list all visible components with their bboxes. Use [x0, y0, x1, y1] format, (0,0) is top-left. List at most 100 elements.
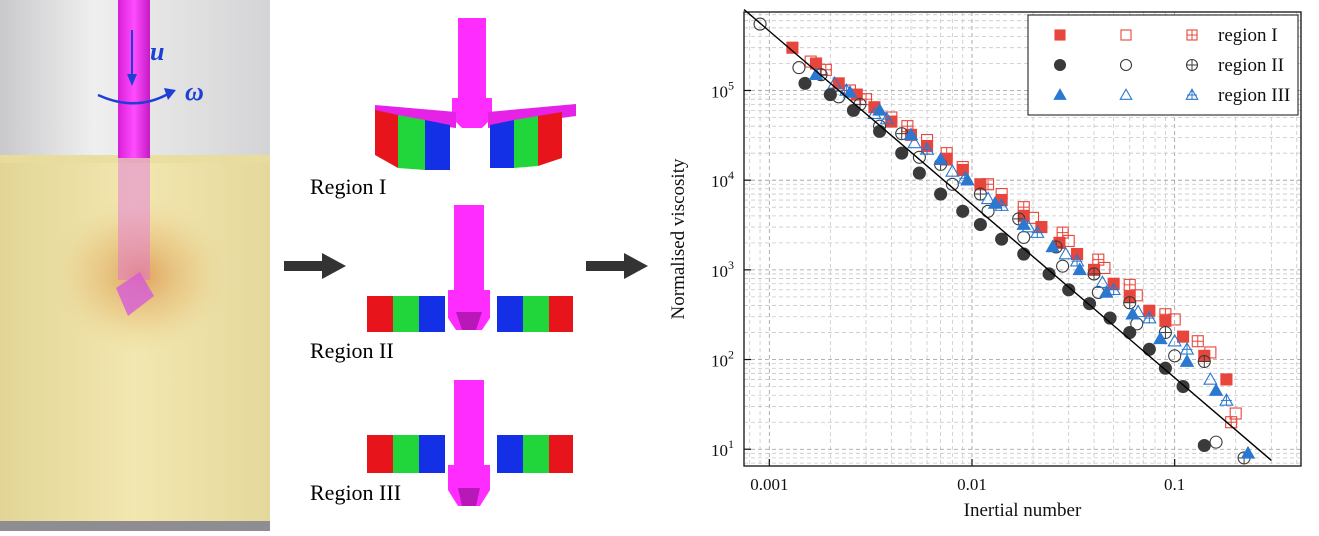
data-point — [973, 217, 987, 232]
marker-shape — [873, 119, 887, 133]
marker-shape — [895, 146, 909, 160]
data-point — [1191, 335, 1204, 348]
data-point — [995, 232, 1009, 246]
data-point — [1179, 341, 1195, 355]
data-point — [1185, 88, 1199, 100]
data-point — [1120, 29, 1132, 41]
region-schematics: Region I Region II Region III — [280, 0, 590, 531]
y-tick-label: 105 — [711, 78, 734, 101]
marker-shape — [1058, 246, 1073, 260]
marker-shape — [885, 111, 898, 124]
data-point — [1142, 342, 1156, 356]
y-tick-exponent: 1 — [728, 437, 734, 451]
marker-shape — [956, 163, 969, 176]
rotation-arrow — [97, 92, 169, 105]
data-point — [907, 135, 922, 149]
region-three-label: Region III — [310, 480, 401, 505]
data-point — [1197, 354, 1211, 369]
marker-shape — [1072, 262, 1087, 276]
data-point — [912, 150, 926, 164]
marker-shape — [1179, 354, 1195, 367]
region-one-diagram — [375, 18, 576, 170]
data-point — [1017, 201, 1030, 214]
marker-shape — [1130, 317, 1144, 331]
marker-shape — [1119, 58, 1133, 72]
data-point — [1069, 253, 1085, 267]
data-point — [1158, 325, 1172, 340]
data-point — [981, 178, 995, 191]
x-tick-label: 0.01 — [957, 475, 987, 494]
marker-shape — [933, 152, 948, 165]
data-point — [1045, 239, 1060, 253]
marker-shape — [1017, 230, 1031, 244]
marker-shape — [1130, 289, 1143, 302]
data-point — [1229, 407, 1242, 420]
data-point — [1177, 330, 1190, 343]
axes: 0.001 0.01 0.1 101 102 103 104 105 — [711, 11, 1302, 494]
data-point — [1240, 445, 1256, 459]
data-point — [1209, 435, 1223, 449]
marker-shape — [1177, 330, 1190, 343]
data-point — [1042, 267, 1056, 281]
data-point — [867, 106, 882, 120]
marker-shape — [798, 76, 812, 90]
data-point — [1087, 267, 1101, 281]
cylinder-base — [0, 521, 270, 531]
data-point — [1179, 354, 1195, 367]
marker-shape — [1087, 267, 1101, 281]
data-point — [1185, 58, 1199, 72]
data-point — [1056, 226, 1069, 239]
data-point — [1123, 278, 1136, 291]
region-diagram: Region I Region II Region III — [310, 18, 576, 506]
x-axis-title: Inertial number — [964, 500, 1082, 521]
data-point — [1030, 225, 1045, 239]
data-point — [1021, 219, 1036, 233]
marker-shape — [995, 232, 1009, 246]
marker-shape — [1167, 333, 1182, 347]
legend: region I region II region III — [1027, 14, 1299, 116]
marker-shape — [753, 17, 767, 31]
data-point — [1125, 306, 1140, 320]
marker-shape — [1229, 407, 1242, 420]
simulation-view: u ω — [0, 0, 272, 531]
data-point — [1168, 349, 1182, 363]
marker-shape — [1197, 438, 1211, 453]
data-point — [879, 111, 895, 125]
marker-shape — [1056, 259, 1070, 273]
submerged-shaft — [118, 158, 150, 280]
data-point — [885, 111, 898, 124]
marker-shape — [912, 150, 926, 164]
right-arrow-icon — [586, 253, 648, 279]
data-point — [1119, 88, 1133, 100]
legend-label: region I — [1218, 25, 1278, 46]
y-tick-exponent: 4 — [728, 168, 734, 182]
data-point — [873, 119, 887, 133]
marker-shape — [827, 75, 842, 89]
marker-shape — [867, 106, 882, 120]
data-point — [1176, 379, 1190, 394]
marker-shape — [1062, 283, 1076, 297]
y-tick-exponent: 3 — [728, 258, 734, 272]
data-point — [994, 198, 1009, 212]
data-point — [798, 76, 812, 90]
data-point — [839, 83, 854, 96]
marker-shape — [980, 191, 996, 205]
data-point — [819, 63, 832, 76]
marker-shape — [1130, 304, 1146, 318]
marker-shape — [1042, 267, 1056, 281]
marker-shape — [1158, 325, 1172, 340]
marker-shape — [945, 164, 960, 177]
marker-shape — [1098, 261, 1111, 275]
fit-line — [743, 8, 1272, 461]
marker-shape — [1053, 58, 1067, 72]
legend-box — [1027, 14, 1299, 116]
data-point — [912, 166, 926, 180]
data-point — [872, 102, 887, 116]
data-point — [1119, 58, 1133, 72]
data-points — [743, 8, 1272, 465]
data-point — [980, 191, 996, 205]
marker-shape — [1026, 211, 1040, 224]
y-tick-label: 104 — [711, 168, 734, 191]
